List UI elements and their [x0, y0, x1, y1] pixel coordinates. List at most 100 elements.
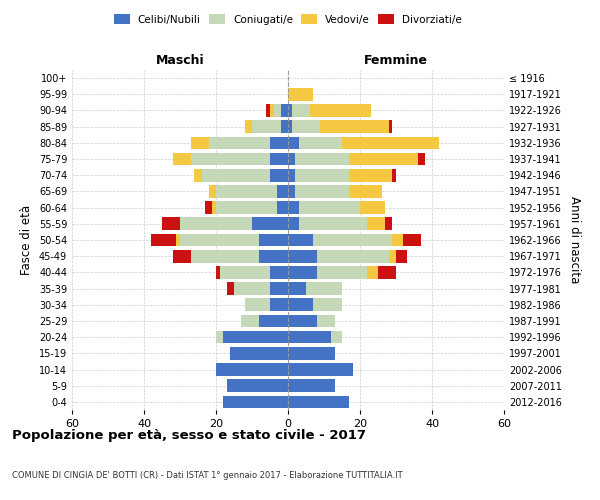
Bar [306, 282, 342, 295]
Bar [299, 136, 342, 149]
Bar [245, 120, 252, 133]
Text: COMUNE DI CINGIA DE' BOTTI (CR) - Dati ISTAT 1° gennaio 2017 - Elaborazione TUTT: COMUNE DI CINGIA DE' BOTTI (CR) - Dati I… [12, 471, 403, 480]
Bar [331, 331, 342, 344]
Bar [288, 185, 295, 198]
Bar [360, 202, 385, 214]
Bar [292, 120, 320, 133]
Bar [209, 136, 270, 149]
Bar [295, 169, 349, 181]
Bar [270, 282, 288, 295]
Text: Maschi: Maschi [155, 54, 205, 67]
Bar [270, 266, 288, 278]
Bar [223, 331, 288, 344]
Bar [317, 266, 367, 278]
Text: Femmine: Femmine [364, 54, 428, 67]
Bar [191, 136, 209, 149]
Bar [392, 234, 403, 246]
Bar [317, 250, 389, 262]
Bar [299, 202, 360, 214]
Bar [385, 218, 392, 230]
Bar [230, 347, 288, 360]
Bar [277, 185, 288, 198]
Bar [288, 363, 353, 376]
Bar [245, 298, 270, 311]
Bar [227, 282, 234, 295]
Bar [349, 152, 418, 166]
Bar [389, 250, 396, 262]
Bar [202, 169, 270, 181]
Bar [266, 104, 270, 117]
Bar [288, 169, 295, 181]
Bar [241, 314, 259, 328]
Bar [288, 152, 295, 166]
Bar [367, 266, 378, 278]
Bar [252, 218, 288, 230]
Bar [205, 202, 212, 214]
Bar [216, 331, 223, 344]
Bar [288, 250, 317, 262]
Bar [216, 363, 288, 376]
Bar [367, 218, 385, 230]
Bar [288, 120, 292, 133]
Bar [180, 234, 259, 246]
Bar [176, 234, 180, 246]
Bar [288, 314, 317, 328]
Bar [220, 266, 270, 278]
Bar [216, 266, 220, 278]
Bar [252, 120, 281, 133]
Bar [396, 250, 407, 262]
Bar [270, 104, 274, 117]
Bar [277, 202, 288, 214]
Text: Popolazione per età, sesso e stato civile - 2017: Popolazione per età, sesso e stato civil… [12, 430, 366, 442]
Bar [151, 234, 176, 246]
Bar [389, 120, 392, 133]
Bar [270, 169, 288, 181]
Y-axis label: Fasce di età: Fasce di età [20, 205, 33, 275]
Bar [191, 152, 270, 166]
Bar [288, 282, 306, 295]
Legend: Celibi/Nubili, Coniugati/e, Vedovi/e, Divorziati/e: Celibi/Nubili, Coniugati/e, Vedovi/e, Di… [110, 10, 466, 29]
Bar [173, 152, 191, 166]
Bar [295, 185, 349, 198]
Bar [299, 218, 367, 230]
Bar [392, 169, 396, 181]
Bar [288, 380, 335, 392]
Bar [403, 234, 421, 246]
Bar [227, 380, 288, 392]
Bar [288, 331, 331, 344]
Bar [288, 396, 349, 408]
Bar [313, 298, 342, 311]
Bar [295, 152, 349, 166]
Bar [216, 185, 277, 198]
Bar [234, 282, 270, 295]
Bar [162, 218, 180, 230]
Bar [288, 234, 313, 246]
Bar [378, 266, 396, 278]
Bar [259, 314, 288, 328]
Bar [288, 266, 317, 278]
Bar [310, 104, 371, 117]
Bar [317, 314, 335, 328]
Bar [292, 104, 310, 117]
Bar [270, 152, 288, 166]
Bar [209, 185, 216, 198]
Bar [223, 396, 288, 408]
Bar [180, 218, 252, 230]
Bar [173, 250, 191, 262]
Y-axis label: Anni di nascita: Anni di nascita [568, 196, 581, 284]
Bar [288, 298, 313, 311]
Bar [288, 104, 292, 117]
Bar [259, 234, 288, 246]
Bar [281, 104, 288, 117]
Bar [288, 88, 313, 101]
Bar [418, 152, 425, 166]
Bar [212, 202, 216, 214]
Bar [270, 136, 288, 149]
Bar [349, 185, 382, 198]
Bar [313, 234, 392, 246]
Bar [288, 136, 299, 149]
Bar [259, 250, 288, 262]
Bar [342, 136, 439, 149]
Bar [349, 169, 392, 181]
Bar [320, 120, 389, 133]
